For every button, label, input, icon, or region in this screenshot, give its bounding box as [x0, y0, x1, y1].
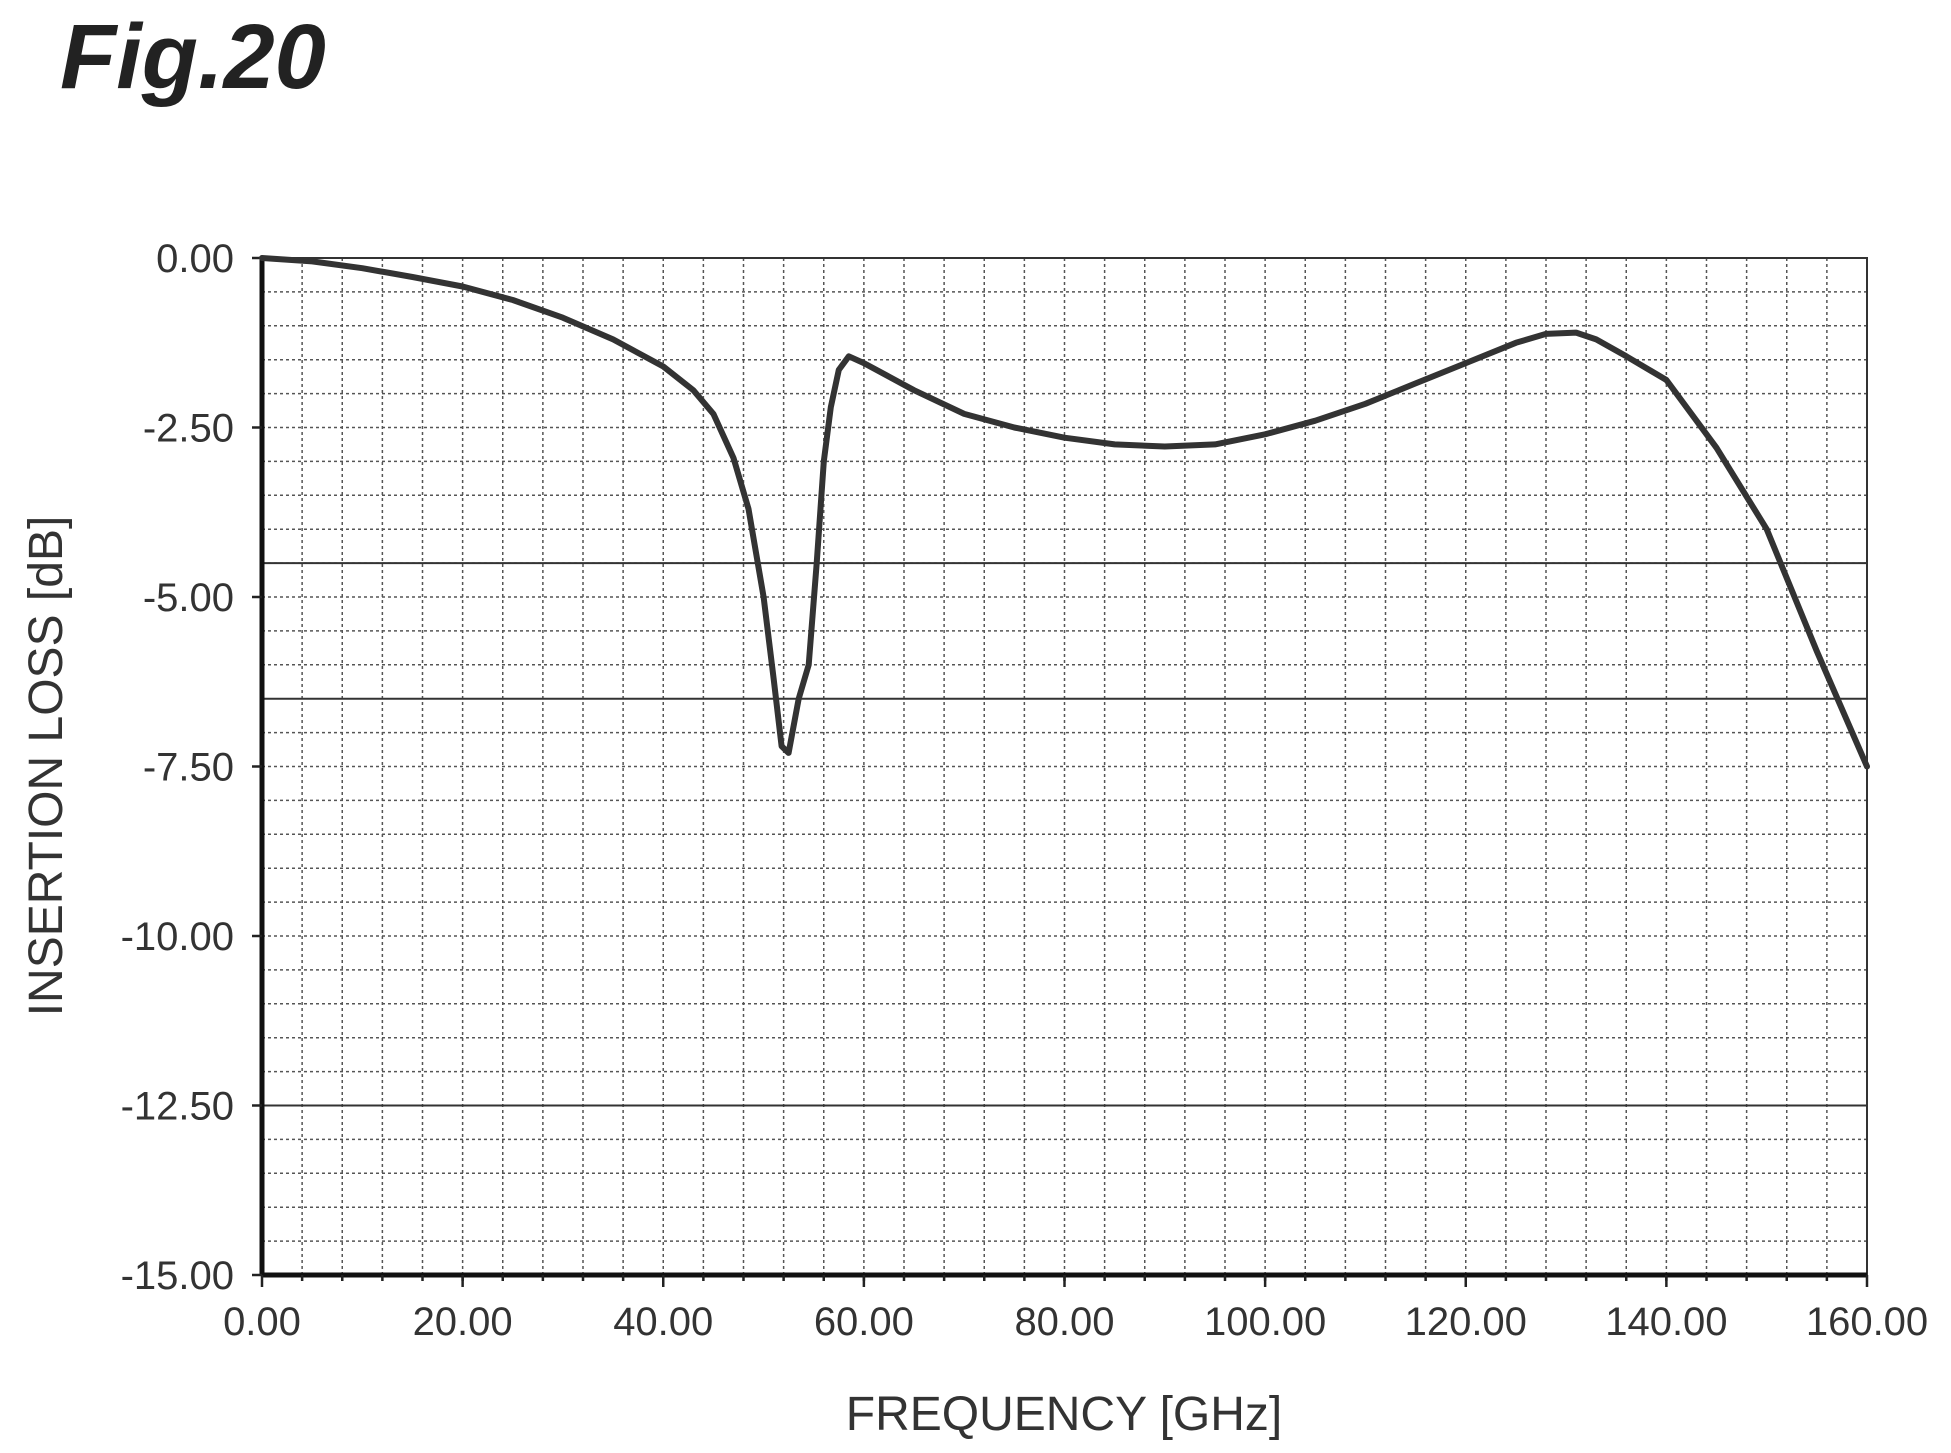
x-tick-label: 140.00	[1605, 1300, 1727, 1344]
x-tick-label: 100.00	[1204, 1300, 1326, 1344]
x-tick-label: 60.00	[814, 1300, 914, 1344]
y-tick-label: -2.50	[143, 407, 234, 451]
figure-label: Fig.20	[60, 6, 326, 108]
y-tick-label: -10.00	[121, 915, 234, 959]
y-tick-label: -7.50	[143, 746, 234, 790]
y-tick-label: -12.50	[121, 1085, 234, 1129]
x-tick-labels: 0.00 20.00 40.00 60.00 80.00 100.00 120.00 140.…	[223, 1300, 1928, 1344]
y-tick-label: 0.00	[156, 237, 234, 281]
x-tick-label: 120.00	[1405, 1300, 1527, 1344]
x-tick-label: 80.00	[1014, 1300, 1114, 1344]
x-tick-label: 0.00	[223, 1300, 301, 1344]
y-tick-label: -15.00	[121, 1254, 234, 1298]
x-tick-label: 20.00	[413, 1300, 513, 1344]
grid	[262, 258, 1867, 1275]
x-tick-label: 160.00	[1806, 1300, 1928, 1344]
tick-marks	[252, 256, 1869, 1287]
y-tick-labels: 0.00 -2.50 -5.00 -7.50 -10.00 -12.50 -15.00	[121, 237, 234, 1298]
y-axis-title: INSERTION LOSS [dB]	[20, 516, 73, 1017]
x-axis-title: FREQUENCY [GHz]	[846, 1388, 1283, 1441]
series-line-insertion-loss	[259, 255, 1870, 770]
x-tick-label: 40.00	[613, 1300, 713, 1344]
y-tick-label: -5.00	[143, 576, 234, 620]
